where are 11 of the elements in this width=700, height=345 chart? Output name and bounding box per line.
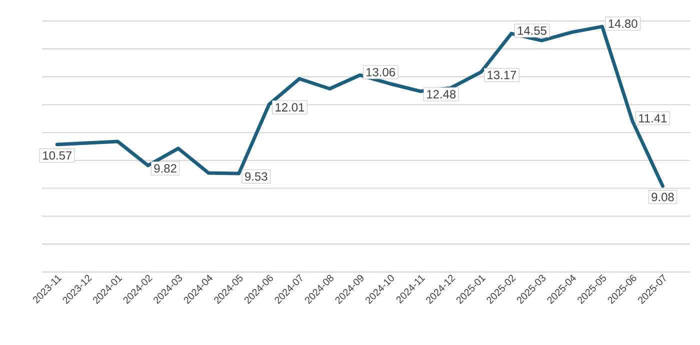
data-label: 13.17 (488, 70, 516, 80)
data-label: 12.48 (427, 90, 456, 98)
data-label: 11.41 (639, 114, 667, 122)
data-label: 14.80 (608, 19, 638, 28)
data-label: 14.55 (518, 26, 546, 35)
data-label: 9.53 (245, 172, 268, 181)
data-label: 9.08 (652, 192, 674, 202)
data-label: 13.06 (366, 68, 396, 76)
data-label: 10.57 (43, 151, 72, 160)
data-label: 9.82 (154, 164, 176, 173)
data-label: 12.01 (276, 103, 304, 112)
